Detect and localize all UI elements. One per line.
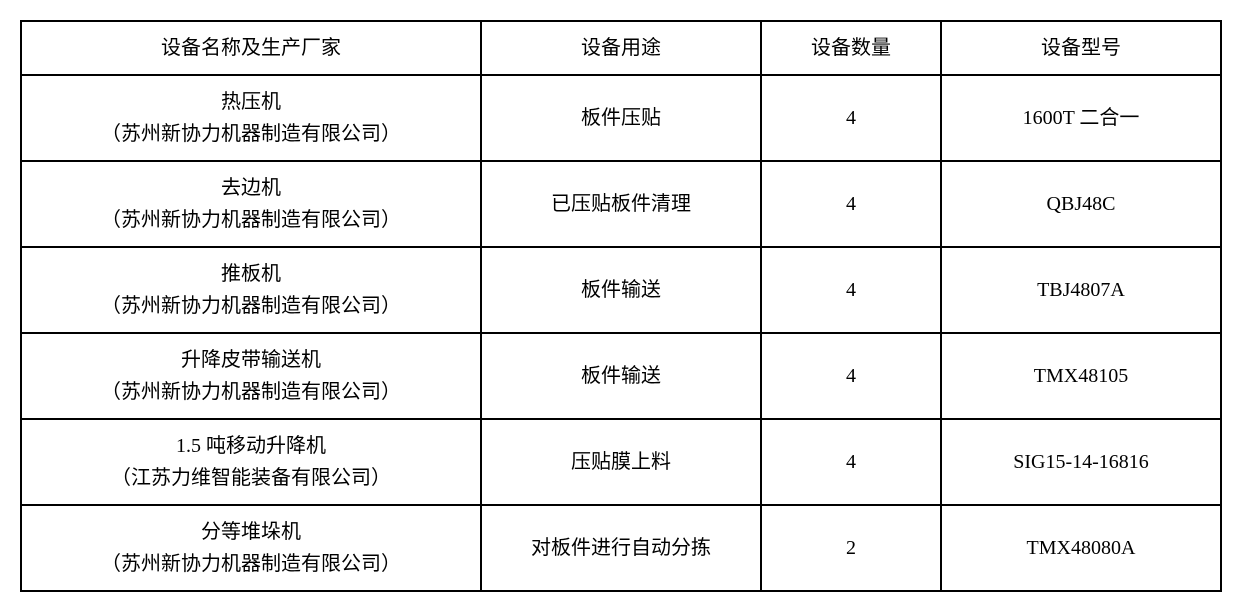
col-header-qty: 设备数量 bbox=[761, 21, 941, 75]
cell-use: 板件输送 bbox=[481, 333, 761, 419]
col-header-model: 设备型号 bbox=[941, 21, 1221, 75]
table-row: 去边机 （苏州新协力机器制造有限公司） 已压贴板件清理 4 QBJ48C bbox=[21, 161, 1221, 247]
cell-use: 已压贴板件清理 bbox=[481, 161, 761, 247]
cell-qty: 4 bbox=[761, 333, 941, 419]
table-row: 升降皮带输送机 （苏州新协力机器制造有限公司） 板件输送 4 TMX48105 bbox=[21, 333, 1221, 419]
col-header-name: 设备名称及生产厂家 bbox=[21, 21, 481, 75]
cell-name: 推板机 （苏州新协力机器制造有限公司） bbox=[21, 247, 481, 333]
cell-name: 1.5 吨移动升降机 （江苏力维智能装备有限公司） bbox=[21, 419, 481, 505]
cell-use: 对板件进行自动分拣 bbox=[481, 505, 761, 591]
cell-name: 去边机 （苏州新协力机器制造有限公司） bbox=[21, 161, 481, 247]
equip-maker: （苏州新协力机器制造有限公司） bbox=[28, 548, 474, 580]
cell-qty: 4 bbox=[761, 247, 941, 333]
cell-name: 分等堆垛机 （苏州新协力机器制造有限公司） bbox=[21, 505, 481, 591]
equip-name: 分等堆垛机 bbox=[28, 516, 474, 548]
table-row: 热压机 （苏州新协力机器制造有限公司） 板件压贴 4 1600T 二合一 bbox=[21, 75, 1221, 161]
equip-maker: （苏州新协力机器制造有限公司） bbox=[28, 204, 474, 236]
cell-model: QBJ48C bbox=[941, 161, 1221, 247]
cell-qty: 2 bbox=[761, 505, 941, 591]
equip-name: 升降皮带输送机 bbox=[28, 344, 474, 376]
cell-name: 升降皮带输送机 （苏州新协力机器制造有限公司） bbox=[21, 333, 481, 419]
cell-model: TBJ4807A bbox=[941, 247, 1221, 333]
cell-name: 热压机 （苏州新协力机器制造有限公司） bbox=[21, 75, 481, 161]
table-row: 1.5 吨移动升降机 （江苏力维智能装备有限公司） 压贴膜上料 4 SIG15-… bbox=[21, 419, 1221, 505]
equip-name: 1.5 吨移动升降机 bbox=[28, 430, 474, 462]
cell-qty: 4 bbox=[761, 75, 941, 161]
equip-maker: （江苏力维智能装备有限公司） bbox=[28, 462, 474, 494]
cell-model: SIG15-14-16816 bbox=[941, 419, 1221, 505]
table-row: 推板机 （苏州新协力机器制造有限公司） 板件输送 4 TBJ4807A bbox=[21, 247, 1221, 333]
equip-name: 去边机 bbox=[28, 172, 474, 204]
cell-model: TMX48105 bbox=[941, 333, 1221, 419]
col-header-use: 设备用途 bbox=[481, 21, 761, 75]
table-header-row: 设备名称及生产厂家 设备用途 设备数量 设备型号 bbox=[21, 21, 1221, 75]
cell-use: 压贴膜上料 bbox=[481, 419, 761, 505]
equip-name: 热压机 bbox=[28, 86, 474, 118]
cell-qty: 4 bbox=[761, 161, 941, 247]
cell-use: 板件压贴 bbox=[481, 75, 761, 161]
equip-name: 推板机 bbox=[28, 258, 474, 290]
table-row: 分等堆垛机 （苏州新协力机器制造有限公司） 对板件进行自动分拣 2 TMX480… bbox=[21, 505, 1221, 591]
equip-maker: （苏州新协力机器制造有限公司） bbox=[28, 376, 474, 408]
cell-qty: 4 bbox=[761, 419, 941, 505]
cell-use: 板件输送 bbox=[481, 247, 761, 333]
equipment-table: 设备名称及生产厂家 设备用途 设备数量 设备型号 热压机 （苏州新协力机器制造有… bbox=[20, 20, 1222, 592]
cell-model: TMX48080A bbox=[941, 505, 1221, 591]
equip-maker: （苏州新协力机器制造有限公司） bbox=[28, 118, 474, 150]
equip-maker: （苏州新协力机器制造有限公司） bbox=[28, 290, 474, 322]
cell-model: 1600T 二合一 bbox=[941, 75, 1221, 161]
